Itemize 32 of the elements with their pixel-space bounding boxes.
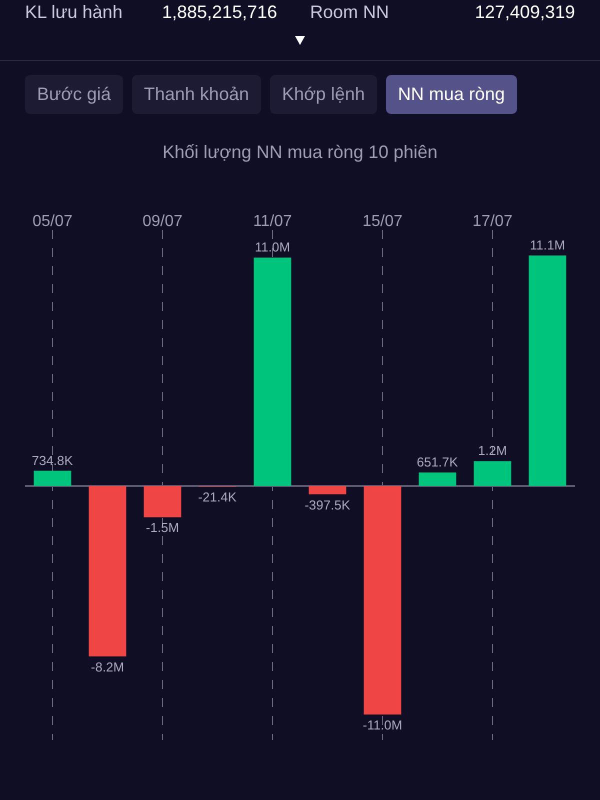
bar	[364, 486, 402, 714]
bar	[528, 256, 566, 486]
data-label: -397.5K	[304, 497, 350, 512]
text: Thanh khoản	[132, 75, 261, 114]
x-tick-label: 15/07	[362, 212, 403, 230]
bar	[308, 486, 346, 494]
text: Room NN	[310, 2, 390, 23]
data-label: 651.7K	[416, 454, 458, 470]
data-label: -11.0M	[362, 718, 402, 732]
data-label: -1.5M	[146, 520, 180, 536]
bar	[254, 258, 292, 486]
x-tick-label: 11/07	[253, 212, 292, 230]
bar	[34, 470, 72, 486]
data-label: -8.2M	[90, 659, 124, 674]
text: Bước giá	[25, 75, 123, 114]
data-label: 11.1M	[530, 238, 566, 252]
bar	[88, 486, 126, 656]
text: 127,409,319	[474, 2, 575, 23]
bar	[474, 461, 512, 486]
x-tick-label: 17/07	[472, 212, 513, 230]
bar	[418, 472, 456, 486]
data-label: 11.0M	[254, 240, 290, 255]
data-label: 734.8K	[32, 452, 74, 468]
text: Khớp lệnh	[270, 75, 377, 114]
text: 1,885,215,716	[162, 2, 278, 23]
text: KL lưu hành	[25, 2, 122, 23]
chart-title: Khối lượng NN mua ròng 10 phiên	[161, 142, 438, 163]
data-label: -21.4K	[198, 489, 237, 504]
bar	[144, 486, 182, 518]
text: NN mua ròng	[386, 75, 517, 114]
x-tick-label: 09/07	[142, 212, 183, 230]
x-tick-label: 05/07	[32, 212, 73, 230]
